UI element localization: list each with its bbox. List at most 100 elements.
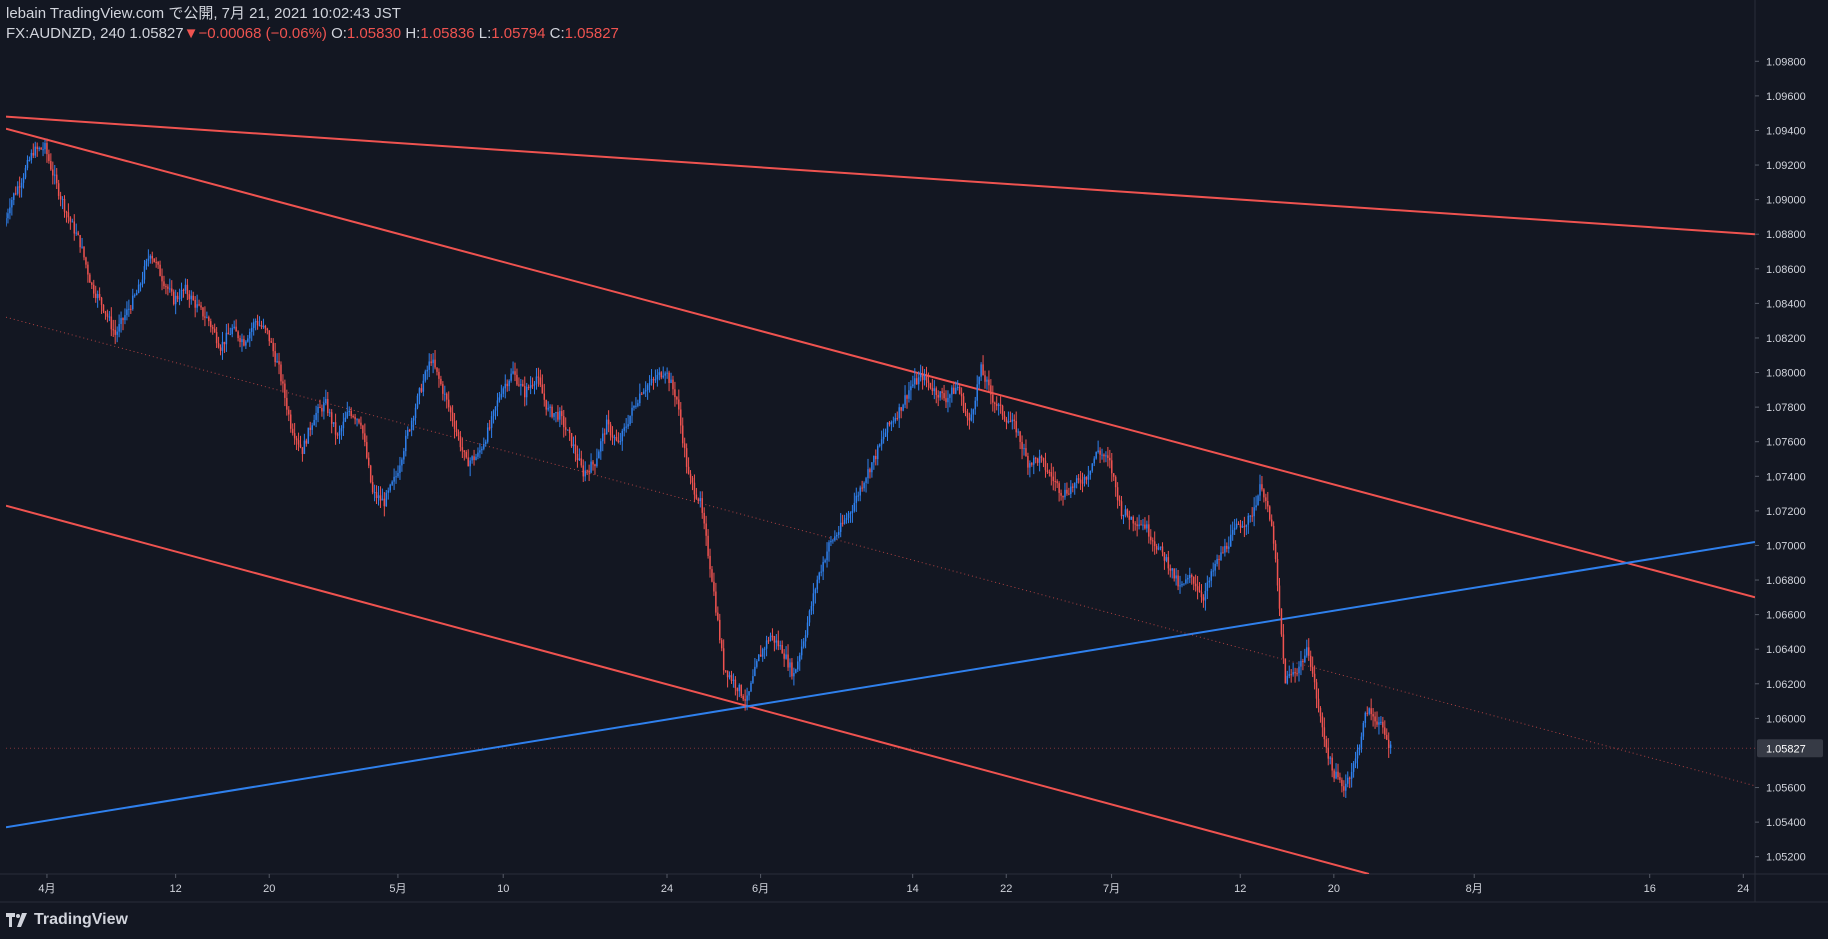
y-tick-label: 1.09600 — [1766, 91, 1806, 103]
candle-body — [188, 294, 191, 300]
candle — [553, 413, 555, 421]
current-price-tag-bg — [1757, 739, 1823, 758]
candle — [1241, 520, 1244, 528]
candle — [1370, 698, 1372, 721]
candle-body — [666, 372, 668, 374]
candle — [863, 481, 865, 492]
candle — [438, 368, 440, 388]
candle — [1007, 411, 1010, 424]
candle — [898, 403, 900, 428]
candle-body — [11, 199, 13, 208]
candle — [908, 381, 910, 403]
candle-body — [1155, 545, 1158, 550]
candle-body — [1064, 489, 1066, 498]
y-tick-label: 1.08400 — [1766, 298, 1806, 310]
candle-body — [527, 386, 530, 388]
candle — [570, 432, 573, 448]
candle-body — [568, 429, 571, 434]
candle-body — [395, 476, 397, 478]
candle-body — [387, 490, 389, 493]
candle — [73, 214, 76, 241]
candle — [654, 369, 657, 383]
candle — [527, 384, 530, 391]
candle — [418, 387, 421, 405]
candle-body — [102, 304, 105, 312]
candle — [539, 369, 542, 388]
candle-body — [1073, 483, 1076, 488]
candle-body — [1161, 546, 1164, 553]
candle-body — [641, 393, 643, 395]
candle — [1284, 658, 1287, 684]
candle-body — [1267, 501, 1269, 507]
candle-body — [1226, 545, 1228, 549]
candle-body — [1241, 526, 1244, 528]
candle — [1352, 760, 1355, 778]
candle — [401, 457, 403, 472]
candle-body — [713, 581, 715, 592]
candle — [1183, 583, 1185, 586]
candle-body — [50, 160, 52, 170]
candle — [315, 405, 317, 428]
candle-body — [623, 427, 625, 431]
candle — [1382, 716, 1384, 734]
candle-body — [63, 198, 66, 212]
candle — [1027, 452, 1029, 475]
candle — [670, 372, 672, 384]
candle-body — [79, 235, 81, 248]
candle-body — [742, 695, 744, 700]
x-tick-label: 22 — [1000, 883, 1012, 895]
candle-body — [186, 284, 189, 295]
candle-body — [1087, 474, 1090, 480]
candle — [1005, 416, 1008, 430]
x-tick-label: 12 — [1234, 883, 1246, 895]
candle-body — [344, 417, 347, 422]
candle-body — [997, 404, 1000, 406]
candle-body — [1105, 455, 1107, 457]
candle-body — [235, 326, 237, 332]
candle-body — [912, 384, 914, 387]
candle — [1288, 665, 1290, 679]
candle-body — [196, 304, 198, 308]
candle-body — [254, 321, 257, 323]
candle — [264, 324, 267, 334]
candle-body — [880, 439, 883, 445]
candle-body — [1015, 421, 1017, 433]
candle — [305, 438, 308, 447]
tradingview-branding[interactable]: TradingView — [6, 908, 128, 932]
candle-body — [566, 429, 569, 431]
candle — [943, 384, 945, 401]
candle-body — [1036, 458, 1039, 463]
candle-body — [678, 399, 680, 410]
candle — [1161, 542, 1164, 557]
candle — [446, 392, 448, 409]
candle-body — [1288, 674, 1290, 676]
candle-body — [1038, 456, 1041, 463]
candle — [892, 416, 895, 428]
candle-body — [1345, 783, 1347, 791]
candle — [1317, 688, 1320, 713]
candle — [804, 630, 807, 649]
candle — [469, 457, 471, 477]
candle — [1157, 543, 1160, 551]
candle-body — [217, 343, 220, 348]
candle — [1073, 482, 1076, 495]
candle — [1087, 465, 1090, 487]
candle — [1325, 735, 1328, 753]
candle — [974, 396, 977, 415]
candle-body — [434, 359, 436, 368]
candle-body — [878, 444, 881, 447]
candle — [135, 289, 138, 296]
candle-body — [1070, 486, 1072, 494]
candle-body — [1111, 460, 1113, 474]
candle — [278, 352, 280, 375]
candle — [1017, 428, 1019, 436]
candle-body — [627, 424, 629, 427]
candle — [1128, 510, 1131, 530]
candle — [777, 630, 780, 651]
candle-body — [658, 372, 661, 375]
candle-body — [551, 406, 553, 417]
candle — [853, 492, 856, 513]
candle — [132, 288, 134, 311]
candle-body — [1317, 698, 1320, 709]
